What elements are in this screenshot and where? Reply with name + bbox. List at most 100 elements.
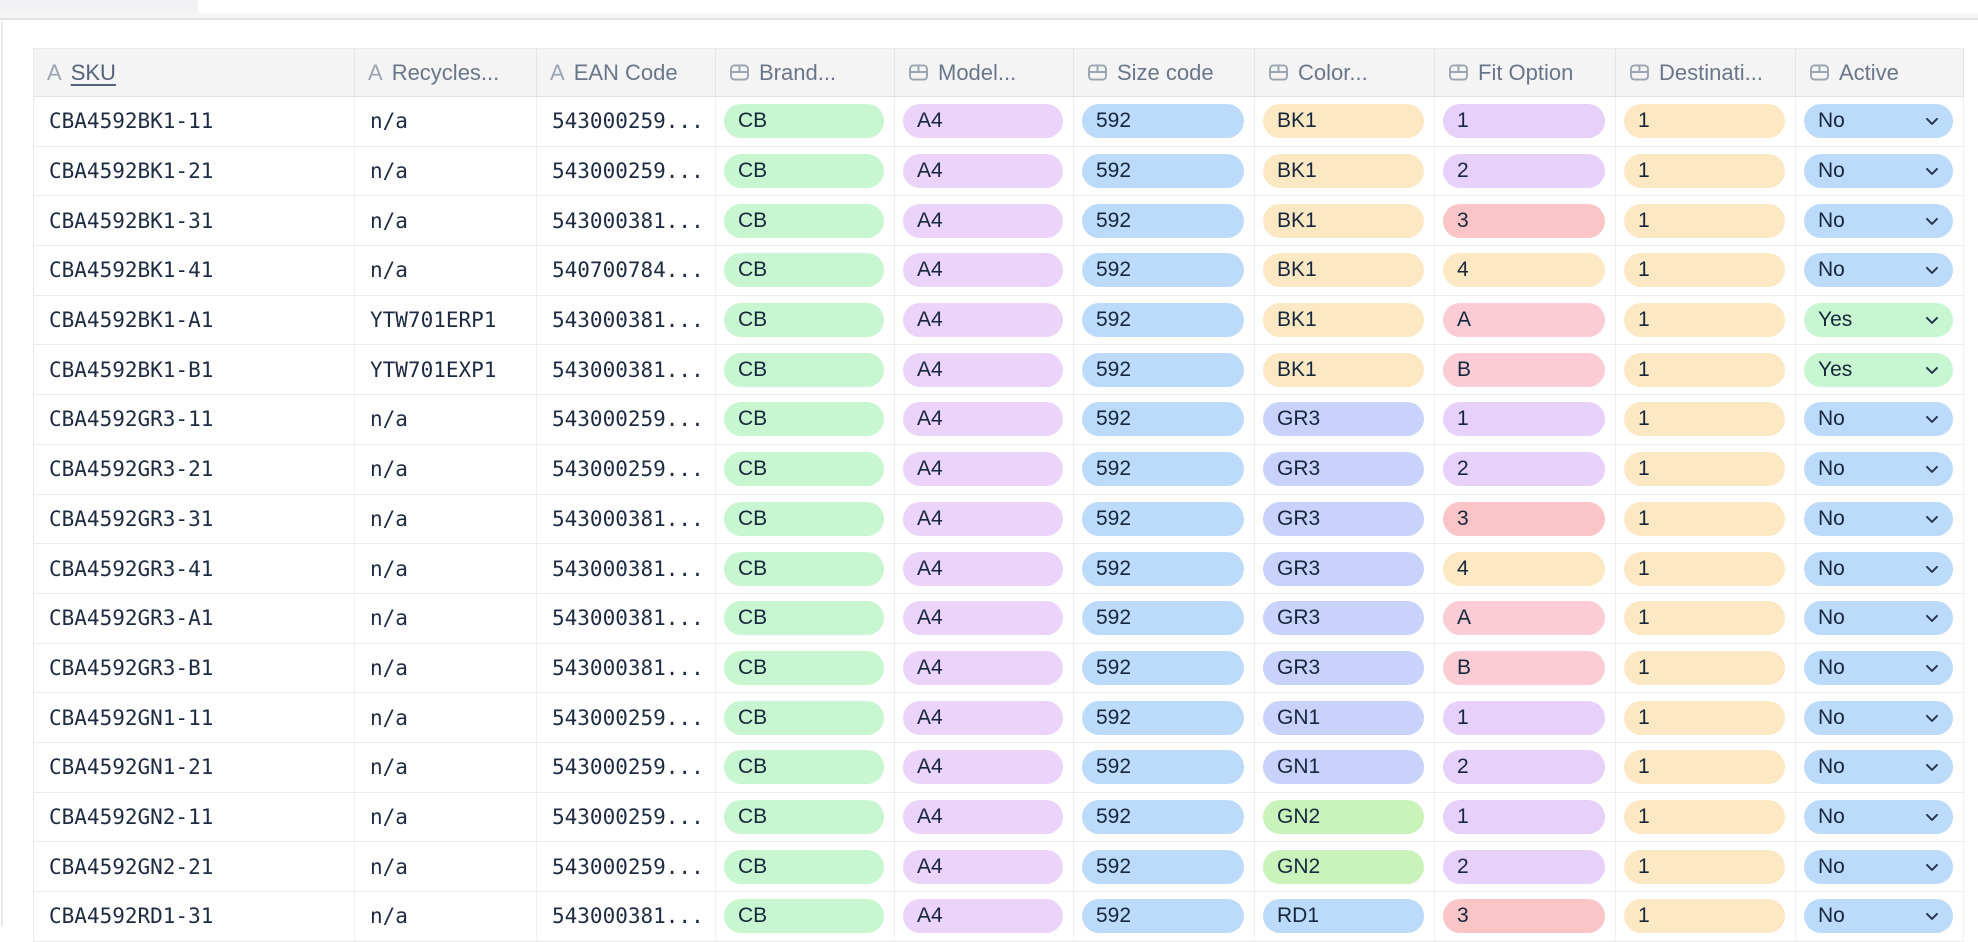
- fit-cell[interactable]: 2: [1435, 842, 1616, 891]
- size-cell[interactable]: 592: [1074, 544, 1255, 593]
- color-cell[interactable]: BK1: [1255, 295, 1435, 345]
- fit-cell[interactable]: 2: [1435, 742, 1616, 792]
- active-cell[interactable]: No: [1796, 742, 1964, 792]
- dest-cell[interactable]: 1: [1616, 494, 1796, 544]
- ean-cell[interactable]: 543000259...: [537, 444, 716, 494]
- size-cell[interactable]: 592: [1074, 395, 1255, 444]
- model-cell[interactable]: A4: [895, 693, 1074, 742]
- column-header-recycles[interactable]: A Recycles...: [355, 49, 537, 97]
- dest-cell[interactable]: 1: [1616, 97, 1796, 146]
- recycles-cell[interactable]: n/a: [355, 196, 537, 246]
- size-cell[interactable]: 592: [1074, 444, 1255, 494]
- size-cell[interactable]: 592: [1074, 246, 1255, 295]
- color-cell[interactable]: GR3: [1255, 444, 1435, 494]
- sku-cell[interactable]: CBA4592GR3-41: [34, 544, 355, 593]
- brand-cell[interactable]: CB: [716, 395, 895, 444]
- dest-cell[interactable]: 1: [1616, 196, 1796, 246]
- active-cell[interactable]: No: [1796, 892, 1964, 941]
- column-header-model[interactable]: Model...: [895, 49, 1074, 97]
- recycles-cell[interactable]: n/a: [355, 444, 537, 494]
- recycles-cell[interactable]: n/a: [355, 593, 537, 643]
- column-header-fit[interactable]: Fit Option: [1435, 49, 1616, 97]
- fit-cell[interactable]: 2: [1435, 444, 1616, 494]
- size-cell[interactable]: 592: [1074, 97, 1255, 146]
- ean-cell[interactable]: 540700784...: [537, 246, 716, 295]
- ean-cell[interactable]: 543000259...: [537, 97, 716, 146]
- size-cell[interactable]: 592: [1074, 345, 1255, 395]
- recycles-cell[interactable]: n/a: [355, 395, 537, 444]
- active-cell[interactable]: No: [1796, 593, 1964, 643]
- active-pill[interactable]: No: [1804, 104, 1953, 139]
- active-pill[interactable]: No: [1804, 700, 1953, 735]
- active-pill[interactable]: No: [1804, 799, 1953, 834]
- color-cell[interactable]: RD1: [1255, 892, 1435, 941]
- size-cell[interactable]: 592: [1074, 643, 1255, 693]
- sku-cell[interactable]: CBA4592BK1-B1: [34, 345, 355, 395]
- brand-cell[interactable]: CB: [716, 295, 895, 345]
- sku-cell[interactable]: CBA4592GR3-11: [34, 395, 355, 444]
- active-pill[interactable]: No: [1804, 601, 1953, 636]
- model-cell[interactable]: A4: [895, 494, 1074, 544]
- ean-cell[interactable]: 543000259...: [537, 742, 716, 792]
- color-cell[interactable]: GR3: [1255, 395, 1435, 444]
- active-cell[interactable]: No: [1796, 494, 1964, 544]
- column-header-sku[interactable]: A SKU: [34, 49, 355, 97]
- active-pill[interactable]: No: [1804, 551, 1953, 586]
- ean-cell[interactable]: 543000381...: [537, 593, 716, 643]
- color-cell[interactable]: GR3: [1255, 643, 1435, 693]
- dest-cell[interactable]: 1: [1616, 246, 1796, 295]
- fit-cell[interactable]: 3: [1435, 196, 1616, 246]
- model-cell[interactable]: A4: [895, 196, 1074, 246]
- recycles-cell[interactable]: n/a: [355, 97, 537, 146]
- dest-cell[interactable]: 1: [1616, 643, 1796, 693]
- brand-cell[interactable]: CB: [716, 842, 895, 891]
- model-cell[interactable]: A4: [895, 593, 1074, 643]
- column-header-color[interactable]: Color...: [1255, 49, 1435, 97]
- recycles-cell[interactable]: n/a: [355, 792, 537, 842]
- dest-cell[interactable]: 1: [1616, 146, 1796, 196]
- sku-cell[interactable]: CBA4592BK1-A1: [34, 295, 355, 345]
- model-cell[interactable]: A4: [895, 742, 1074, 792]
- ean-cell[interactable]: 543000259...: [537, 146, 716, 196]
- model-cell[interactable]: A4: [895, 97, 1074, 146]
- active-cell[interactable]: No: [1796, 196, 1964, 246]
- model-cell[interactable]: A4: [895, 544, 1074, 593]
- active-cell[interactable]: No: [1796, 444, 1964, 494]
- active-cell[interactable]: No: [1796, 792, 1964, 842]
- fit-cell[interactable]: 1: [1435, 693, 1616, 742]
- size-cell[interactable]: 592: [1074, 693, 1255, 742]
- column-header-active[interactable]: Active: [1796, 49, 1964, 97]
- active-pill[interactable]: Yes: [1804, 352, 1953, 387]
- fit-cell[interactable]: 3: [1435, 892, 1616, 941]
- size-cell[interactable]: 592: [1074, 494, 1255, 544]
- size-cell[interactable]: 592: [1074, 842, 1255, 891]
- color-cell[interactable]: GN2: [1255, 792, 1435, 842]
- model-cell[interactable]: A4: [895, 792, 1074, 842]
- color-cell[interactable]: GN1: [1255, 693, 1435, 742]
- dest-cell[interactable]: 1: [1616, 693, 1796, 742]
- fit-cell[interactable]: 4: [1435, 544, 1616, 593]
- dest-cell[interactable]: 1: [1616, 742, 1796, 792]
- active-pill[interactable]: No: [1804, 849, 1953, 884]
- brand-cell[interactable]: CB: [716, 643, 895, 693]
- recycles-cell[interactable]: n/a: [355, 742, 537, 792]
- model-cell[interactable]: A4: [895, 295, 1074, 345]
- model-cell[interactable]: A4: [895, 395, 1074, 444]
- ean-cell[interactable]: 543000381...: [537, 643, 716, 693]
- column-header-dest[interactable]: Destinati...: [1616, 49, 1796, 97]
- active-cell[interactable]: No: [1796, 395, 1964, 444]
- browser-tab[interactable]: [0, 0, 198, 13]
- ean-cell[interactable]: 543000381...: [537, 196, 716, 246]
- brand-cell[interactable]: CB: [716, 345, 895, 395]
- brand-cell[interactable]: CB: [716, 246, 895, 295]
- size-cell[interactable]: 592: [1074, 593, 1255, 643]
- color-cell[interactable]: BK1: [1255, 196, 1435, 246]
- brand-cell[interactable]: CB: [716, 544, 895, 593]
- fit-cell[interactable]: A: [1435, 295, 1616, 345]
- model-cell[interactable]: A4: [895, 444, 1074, 494]
- fit-cell[interactable]: 1: [1435, 97, 1616, 146]
- size-cell[interactable]: 592: [1074, 196, 1255, 246]
- active-pill[interactable]: No: [1804, 899, 1953, 934]
- model-cell[interactable]: A4: [895, 842, 1074, 891]
- brand-cell[interactable]: CB: [716, 892, 895, 941]
